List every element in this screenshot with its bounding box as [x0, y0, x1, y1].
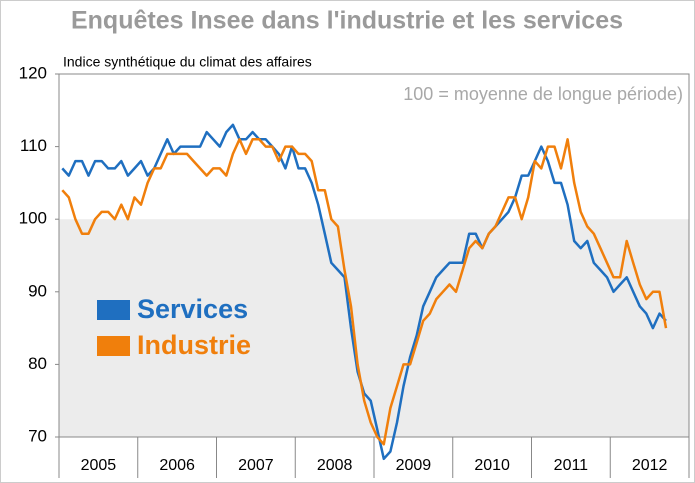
subtitle: Indice synthétique du climat des affaire… — [63, 54, 312, 70]
y-tick-label: 70 — [28, 426, 47, 445]
y-tick-label: 120 — [19, 63, 47, 82]
annotation: 100 = moyenne de longue période) — [403, 84, 683, 104]
x-tick-label: 2007 — [238, 457, 274, 474]
shaded-band — [59, 219, 689, 437]
legend-swatch — [97, 300, 130, 320]
x-tick-label: 2008 — [317, 457, 353, 474]
x-tick-label: 2005 — [81, 457, 117, 474]
x-tick-label: 2006 — [159, 457, 195, 474]
x-tick-label: 2009 — [396, 457, 432, 474]
series-line — [61, 123, 667, 461]
y-tick-label: 90 — [28, 281, 47, 300]
series-line — [61, 138, 668, 446]
chart-title: Enquêtes Insee dans l'industrie et les s… — [71, 7, 623, 35]
y-tick-label: 110 — [20, 136, 47, 155]
y-tick-label: 100 — [19, 209, 47, 228]
legend-label: Industrie — [137, 330, 251, 360]
legend-label: Services — [137, 294, 248, 324]
x-tick-label: 2011 — [554, 457, 589, 474]
y-tick-label: 80 — [28, 354, 47, 373]
x-tick-label: 2010 — [474, 457, 510, 474]
legend-swatch — [97, 336, 130, 356]
x-tick-label: 2012 — [632, 457, 668, 474]
